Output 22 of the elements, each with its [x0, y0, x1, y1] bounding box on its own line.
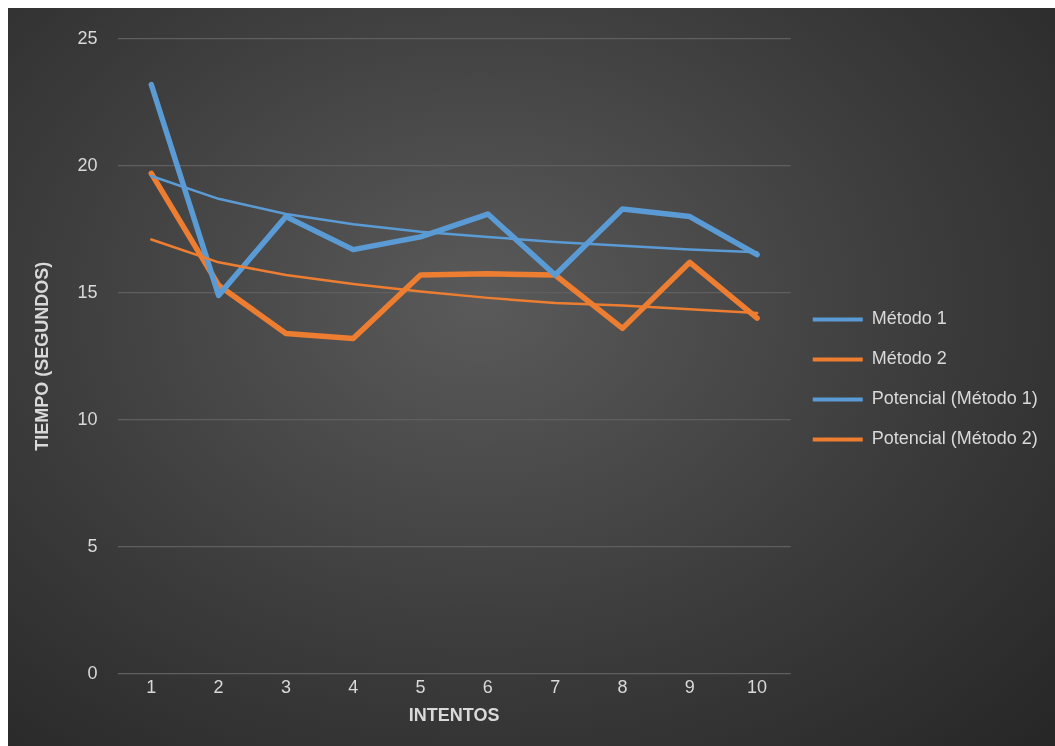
- x-tick-label: 10: [747, 676, 768, 697]
- x-tick-label: 4: [348, 676, 359, 697]
- x-tick-label: 7: [550, 676, 561, 697]
- legend-label: Potencial (Método 2): [871, 428, 1038, 449]
- legend-label: Potencial (Método 1): [871, 388, 1038, 409]
- y-axis-title: TIEMPO (SEGUNDOS): [31, 261, 52, 451]
- x-tick-label: 6: [482, 676, 493, 697]
- y-tick-label: 5: [87, 535, 98, 556]
- x-tick-label: 5: [415, 676, 426, 697]
- legend-label: Método 1: [871, 308, 947, 329]
- y-tick-label: 25: [77, 27, 98, 48]
- x-tick-label: 2: [213, 676, 224, 697]
- x-tick-label: 8: [617, 676, 628, 697]
- y-tick-label: 15: [77, 281, 98, 302]
- x-tick-label: 9: [684, 676, 695, 697]
- x-tick-label: 3: [280, 676, 291, 697]
- legend-label: Método 2: [871, 348, 947, 369]
- x-axis-title: INTENTOS: [408, 705, 500, 726]
- y-tick-label: 0: [87, 662, 98, 683]
- y-tick-label: 10: [77, 408, 98, 429]
- y-tick-label: 20: [77, 154, 98, 175]
- x-tick-label: 1: [146, 676, 157, 697]
